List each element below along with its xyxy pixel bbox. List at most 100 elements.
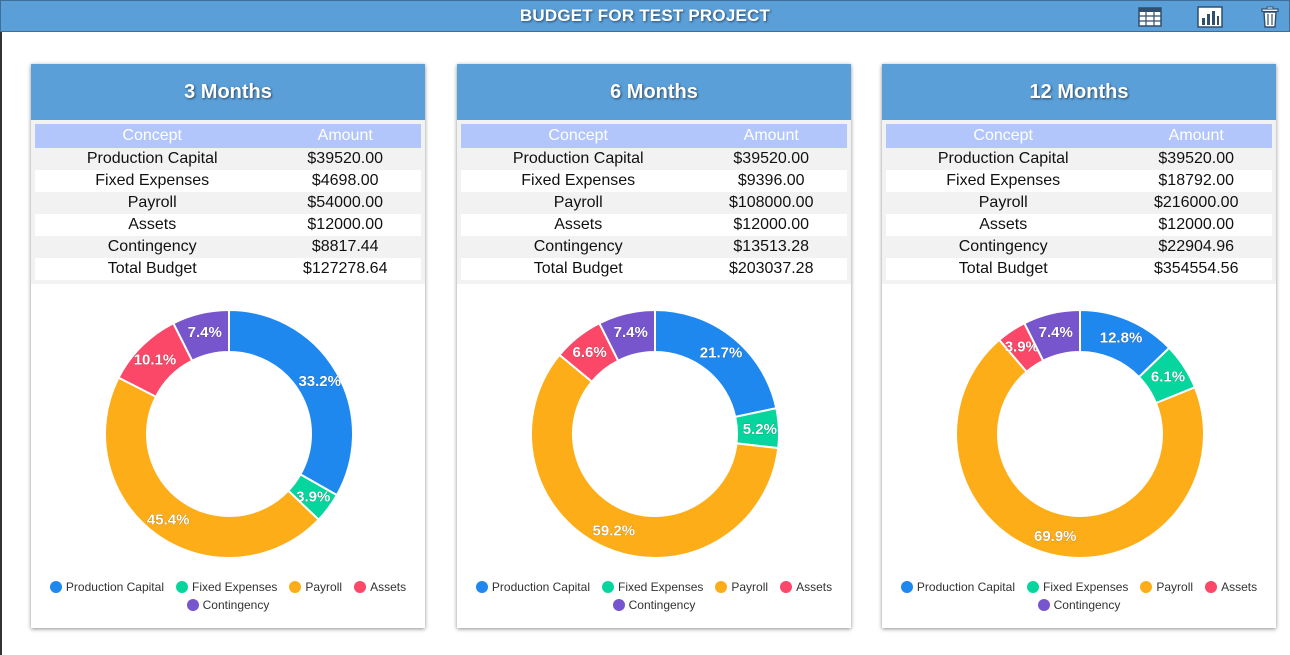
trash-icon[interactable] [1257,6,1283,28]
table-row: Payroll $108000.00 [461,192,847,214]
concept-cell: Total Budget [461,258,696,280]
table-row: Assets $12000.00 [886,214,1272,236]
budget-card-12-months: 12 Months Concept Amount Production Capi… [882,64,1276,628]
amount-cell: $18792.00 [1120,170,1272,192]
slice-label-payroll: 45.4% [147,512,190,529]
legend-marker [900,581,913,593]
column-header-amount: Amount [695,124,847,148]
legend-item-contingency[interactable]: Contingency [1037,598,1120,612]
amount-cell: $12000.00 [1120,214,1272,236]
table-row: Contingency $22904.96 [886,236,1272,258]
column-header-amount: Amount [269,124,421,148]
legend-label: Contingency [202,598,270,612]
amount-cell: $39520.00 [695,148,847,170]
amount-cell: $9396.00 [695,170,847,192]
legend-item-fixed-expenses[interactable]: Fixed Expenses [1026,580,1128,594]
slice-label-assets: 10.1% [134,352,177,369]
donut-slice-production-capital[interactable] [228,308,354,497]
donut-slice-production-capital[interactable] [654,308,778,419]
card-title: 3 Months [184,80,272,103]
legend-label: Fixed Expenses [617,580,704,594]
budget-table: Concept Amount Production Capital $39520.… [461,124,847,280]
concept-cell: Contingency [35,236,270,258]
amount-cell: $354554.56 [1120,258,1272,280]
table-row: Assets $12000.00 [35,214,421,236]
table-icon[interactable] [1137,6,1163,28]
legend-item-assets[interactable]: Assets [1205,580,1257,594]
column-header-amount: Amount [1120,124,1272,148]
legend-label: Assets [370,580,407,594]
slice-label-contingency: 7.4% [1039,324,1073,341]
legend-label: Payroll [1156,580,1194,594]
legend-marker [1205,581,1218,593]
legend-label: Assets [796,580,833,594]
concept-cell: Production Capital [886,148,1121,170]
legend-item-fixed-expenses[interactable]: Fixed Expenses [175,580,278,594]
legend-item-payroll[interactable]: Payroll [1140,580,1193,594]
amount-cell: $108000.00 [695,192,847,214]
chart-legend: Production Capital Fixed Expenses Payroll A… [467,580,841,612]
concept-cell: Assets [461,214,696,236]
amount-cell: $39520.00 [1120,148,1272,170]
legend-item-contingency[interactable]: Contingency [186,598,270,612]
legend-label: Contingency [628,598,696,612]
table-row: Contingency $8817.44 [35,236,421,258]
donut-chart-12-months: 12.8% 6.1% 69.9% 3.9%7.4% [955,308,1205,559]
column-header-concept: Concept [35,124,270,148]
legend-marker [601,581,614,593]
concept-cell: Payroll [35,192,270,214]
table-row: Fixed Expenses $4698.00 [35,170,421,192]
legend-item-contingency[interactable]: Contingency [612,598,696,612]
legend-item-payroll[interactable]: Payroll [715,580,768,594]
donut-slice-contingency[interactable] [172,308,230,363]
legend-label: Fixed Expenses [191,580,278,594]
legend-item-payroll[interactable]: Payroll [289,580,342,594]
donut-slice-payroll[interactable] [104,376,321,560]
budget-card-3-months: 3 Months Concept Amount Production Capit… [31,64,425,628]
amount-cell: $216000.00 [1120,192,1272,214]
column-header-concept: Concept [461,124,696,148]
legend-item-fixed-expenses[interactable]: Fixed Expenses [601,580,704,594]
concept-cell: Contingency [886,236,1121,258]
legend-label: Production Capital [65,580,164,594]
donut-slice-contingency[interactable] [1023,308,1081,363]
slice-label-contingency: 7.4% [188,324,222,341]
legend-item-production-capital[interactable]: Production Capital [900,580,1015,594]
card-title: 6 Months [610,80,698,103]
legend-marker [1037,599,1050,611]
table-row: Fixed Expenses $9396.00 [461,170,847,192]
legend-marker [49,581,62,593]
legend-item-assets[interactable]: Assets [354,580,406,594]
card-header: 3 Months [31,64,425,120]
donut-slice-payroll[interactable] [955,338,1205,559]
table-row: Fixed Expenses $18792.00 [886,170,1272,192]
legend-marker [612,599,625,611]
slice-label-production-capital: 12.8% [1100,329,1143,346]
donut-chart-3-months: 33.2% 3.9% 45.4% 10.1% 7.4% [104,308,354,560]
table-header-row: Concept Amount [461,124,847,148]
chart-legend: Production Capital Fixed Expenses Payroll A… [41,580,415,612]
amount-cell: $12000.00 [269,214,421,236]
chart-legend: Production Capital Fixed Expenses Payroll A… [892,580,1266,612]
amount-cell: $127278.64 [269,258,421,280]
donut-slice-contingency[interactable] [598,308,656,363]
legend-item-production-capital[interactable]: Production Capital [49,580,164,594]
concept-cell: Total Budget [886,258,1121,280]
legend-label: Payroll [305,580,343,594]
legend-item-assets[interactable]: Assets [780,580,832,594]
table-row: Production Capital $39520.00 [461,148,847,170]
budget-table: Concept Amount Production Capital $39520.… [35,124,421,280]
amount-cell: $54000.00 [269,192,421,214]
table-row: Production Capital $39520.00 [886,148,1272,170]
legend-item-production-capital[interactable]: Production Capital [475,580,590,594]
table-row: Assets $12000.00 [461,214,847,236]
slice-label-assets: 6.6% [573,344,607,361]
table-header-row: Concept Amount [886,124,1272,148]
donut-slice-payroll[interactable] [530,353,780,559]
bar-chart-icon[interactable] [1197,6,1223,28]
left-border [0,32,2,655]
budget-table-container: Concept Amount Production Capital $39520.… [457,120,851,284]
amount-cell: $4698.00 [269,170,421,192]
concept-cell: Total Budget [35,258,270,280]
table-row-total: Total Budget $127278.64 [35,258,421,280]
